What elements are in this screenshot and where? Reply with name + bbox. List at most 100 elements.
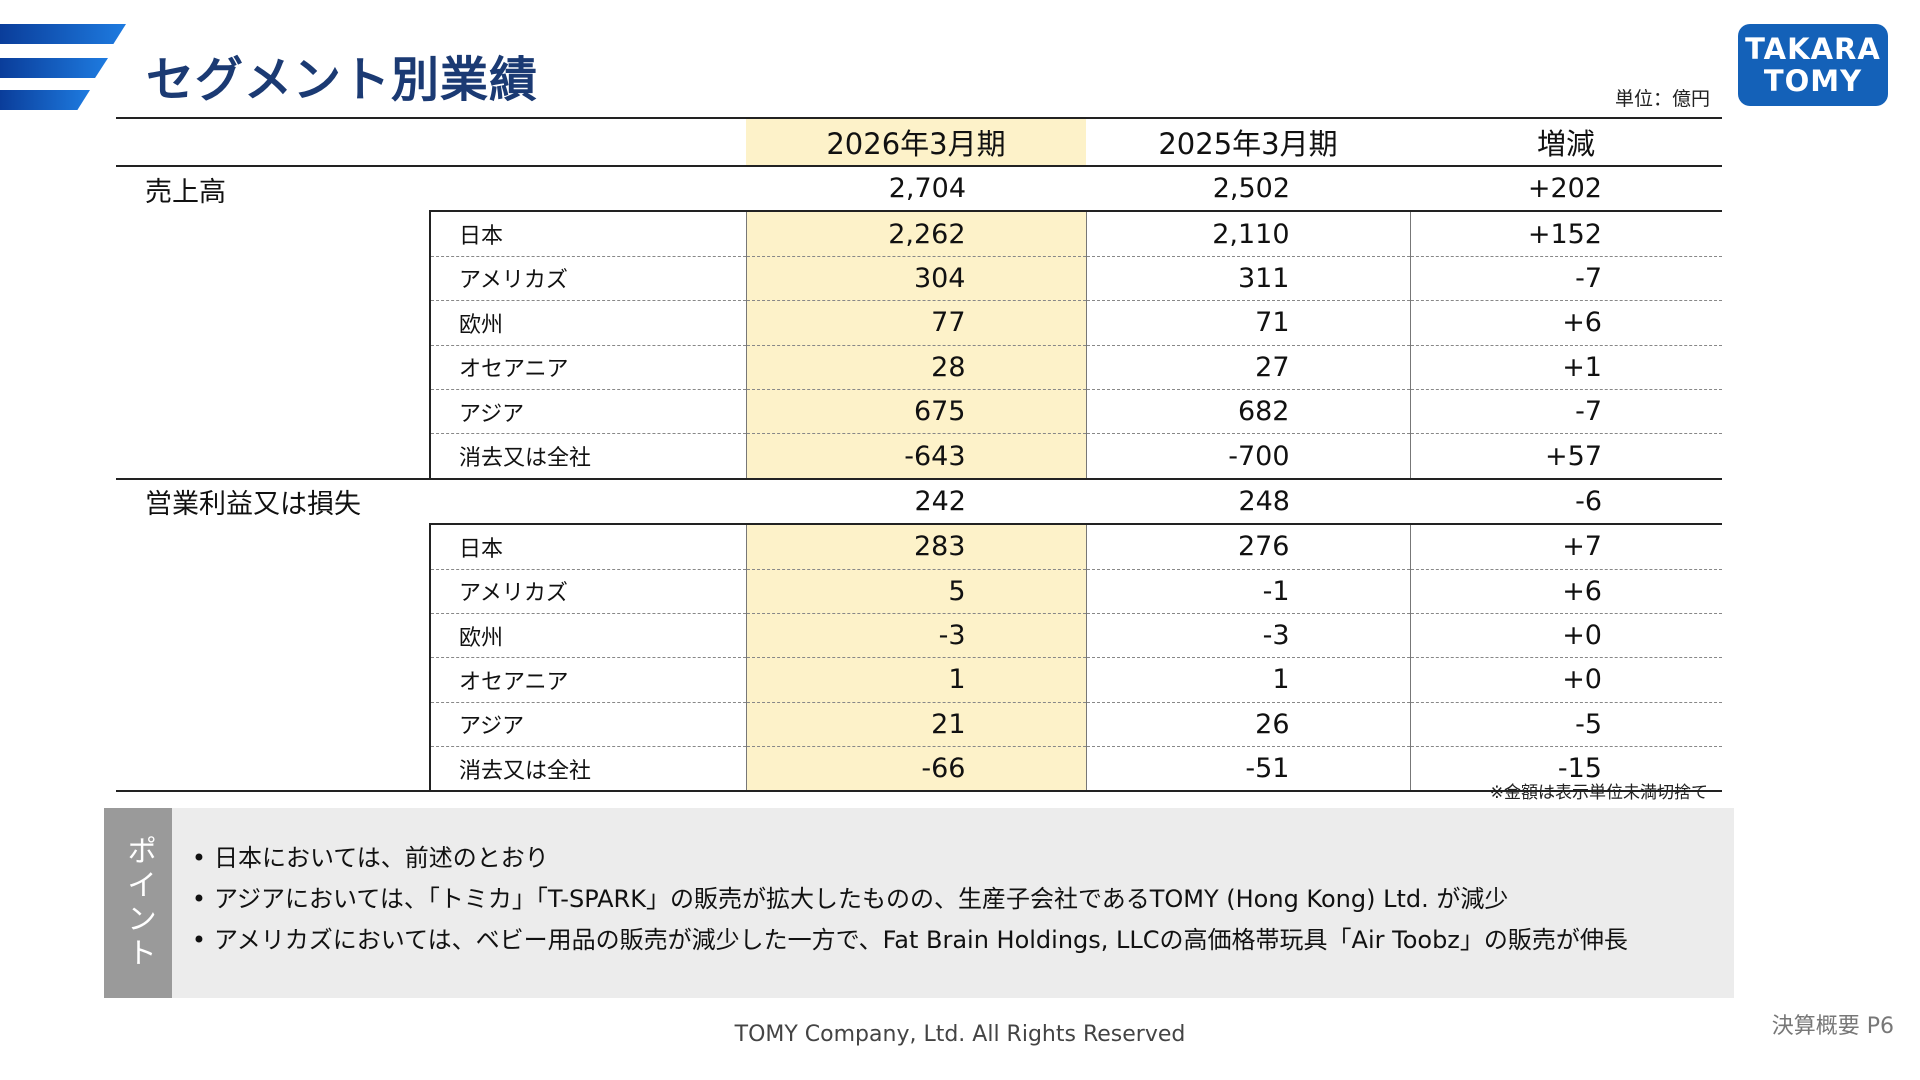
value-change: +0 [1409,613,1722,659]
spacer-cell [430,166,746,213]
table-row: アメリカズ 304 311 -7 [116,256,1722,302]
table-header-row: 2026年3月期 2025年3月期 増減 [116,117,1722,167]
column-header-change: 増減 [1410,117,1722,167]
table-row: アジア 21 26 -5 [116,702,1722,748]
value-change: +202 [1410,166,1722,213]
header-stripe [0,24,126,44]
value-previous: 248 [1086,478,1410,526]
value-previous: 27 [1085,345,1410,390]
region-label: 消去又は全社 [429,746,746,793]
value-current: 1 [745,657,1086,703]
header-empty [116,117,430,167]
point-item: • アメリカズにおいては、ベビー用品の販売が減少した一方で、Fat Brain H… [184,920,1628,961]
bullet-icon: • [191,885,207,913]
logo-line2: TOMY [1763,64,1863,98]
table-row: 日本 283 276 +7 [116,524,1722,570]
value-current: -3 [745,613,1086,659]
table-row: アジア 675 682 -7 [116,389,1722,435]
value-current: -643 [745,433,1086,480]
value-current: 5 [745,569,1086,614]
point-text: 日本においては、前述のとおり [214,844,549,872]
value-change: +0 [1409,657,1722,703]
header-stripe [0,58,108,78]
region-label: アメリカズ [429,569,746,614]
value-previous: 2,502 [1086,166,1410,213]
indent-cell [116,433,430,480]
unit-label: 単位：億円 [1614,88,1710,110]
value-current: 21 [745,702,1086,748]
value-previous: 71 [1085,300,1410,346]
page-number: 決算概要 P6 [1771,1014,1894,1039]
value-current: 2,704 [746,166,1086,213]
value-current: 675 [745,389,1086,435]
region-label: 日本 [429,211,746,257]
indent-cell [116,524,430,569]
table-row: 日本 2,262 2,110 +152 [116,211,1722,257]
table-row: 欧州 -3 -3 +0 [116,613,1722,659]
point-item: • アジアにおいては、「トミカ」「T-SPARK」の販売が拡大したものの、生産子会… [184,879,1628,920]
table-row: オセアニア 1 1 +0 [116,657,1722,703]
indent-cell [116,658,430,702]
bullet-icon: • [191,844,207,872]
value-previous: 682 [1085,389,1410,435]
table-row: 消去又は全社 -643 -700 +57 [116,433,1722,480]
point-item: • 日本においては、前述のとおり [184,838,1628,879]
header-stripe [0,90,90,110]
value-change: +6 [1409,569,1722,614]
value-previous: -1 [1085,569,1410,614]
indent-cell [116,746,430,793]
table-row: 消去又は全社 -66 -51 -15 [116,746,1722,793]
table-row-total: 売上高 2,704 2,502 +202 [116,166,1722,213]
points-box: ポイント • 日本においては、前述のとおり • アジアにおいては、「トミカ」「T-S… [104,808,1734,998]
value-current: 77 [745,300,1086,346]
table-row-total: 営業利益又は損失 242 248 -6 [116,478,1722,526]
value-change: -7 [1409,389,1722,435]
column-header-current: 2026年3月期 [746,117,1086,167]
value-change: -7 [1409,256,1722,302]
value-current: 2,262 [745,211,1086,257]
region-label: 欧州 [429,300,746,346]
value-change: -5 [1409,702,1722,748]
region-label: アメリカズ [429,256,746,302]
copyright: TOMY Company, Ltd. All Rights Reserved [734,1022,1186,1047]
value-change: +1 [1409,345,1722,390]
value-change: +6 [1409,300,1722,346]
spacer-cell [430,478,746,526]
point-text: アメリカズにおいては、ベビー用品の販売が減少した一方で、Fat Brain Ho… [214,926,1628,954]
value-previous: -51 [1085,746,1410,793]
value-change: +7 [1409,524,1722,570]
value-current: -66 [745,746,1086,793]
value-change: -15 [1409,746,1722,793]
value-previous: -3 [1085,613,1410,659]
header-empty [430,117,746,167]
bullet-icon: • [191,926,207,954]
indent-cell [116,569,430,613]
value-current: 283 [745,524,1086,570]
value-change: -6 [1410,478,1722,526]
logo-line1: TAKARA [1745,32,1881,66]
region-label: 欧州 [429,613,746,659]
value-current: 28 [745,345,1086,390]
value-change: +152 [1409,211,1722,257]
indent-cell [116,301,430,345]
takara-tomy-logo: TAKARA TOMY [1738,24,1888,106]
column-header-previous: 2025年3月期 [1086,117,1410,167]
value-previous: -700 [1085,433,1410,480]
region-label: 消去又は全社 [429,433,746,480]
region-label: 日本 [429,524,746,570]
indent-cell [116,613,430,657]
value-current: 242 [746,478,1086,526]
value-previous: 26 [1085,702,1410,748]
value-change: +57 [1409,433,1722,480]
region-label: オセアニア [429,345,746,390]
value-previous: 1 [1085,657,1410,703]
category-label: 営業利益又は損失 [145,489,361,521]
points-tab-label: ポイント [121,835,156,971]
indent-cell [116,211,430,256]
region-label: オセアニア [429,657,746,703]
segment-table: 2026年3月期 2025年3月期 増減 売上高 2,704 2,502 +202 日本… [116,117,1722,793]
value-previous: 2,110 [1085,211,1410,257]
table-row: オセアニア 28 27 +1 [116,345,1722,390]
points-tab: ポイント [104,808,172,998]
footnote: ※金額は表示単位未満切捨て [1489,783,1708,803]
